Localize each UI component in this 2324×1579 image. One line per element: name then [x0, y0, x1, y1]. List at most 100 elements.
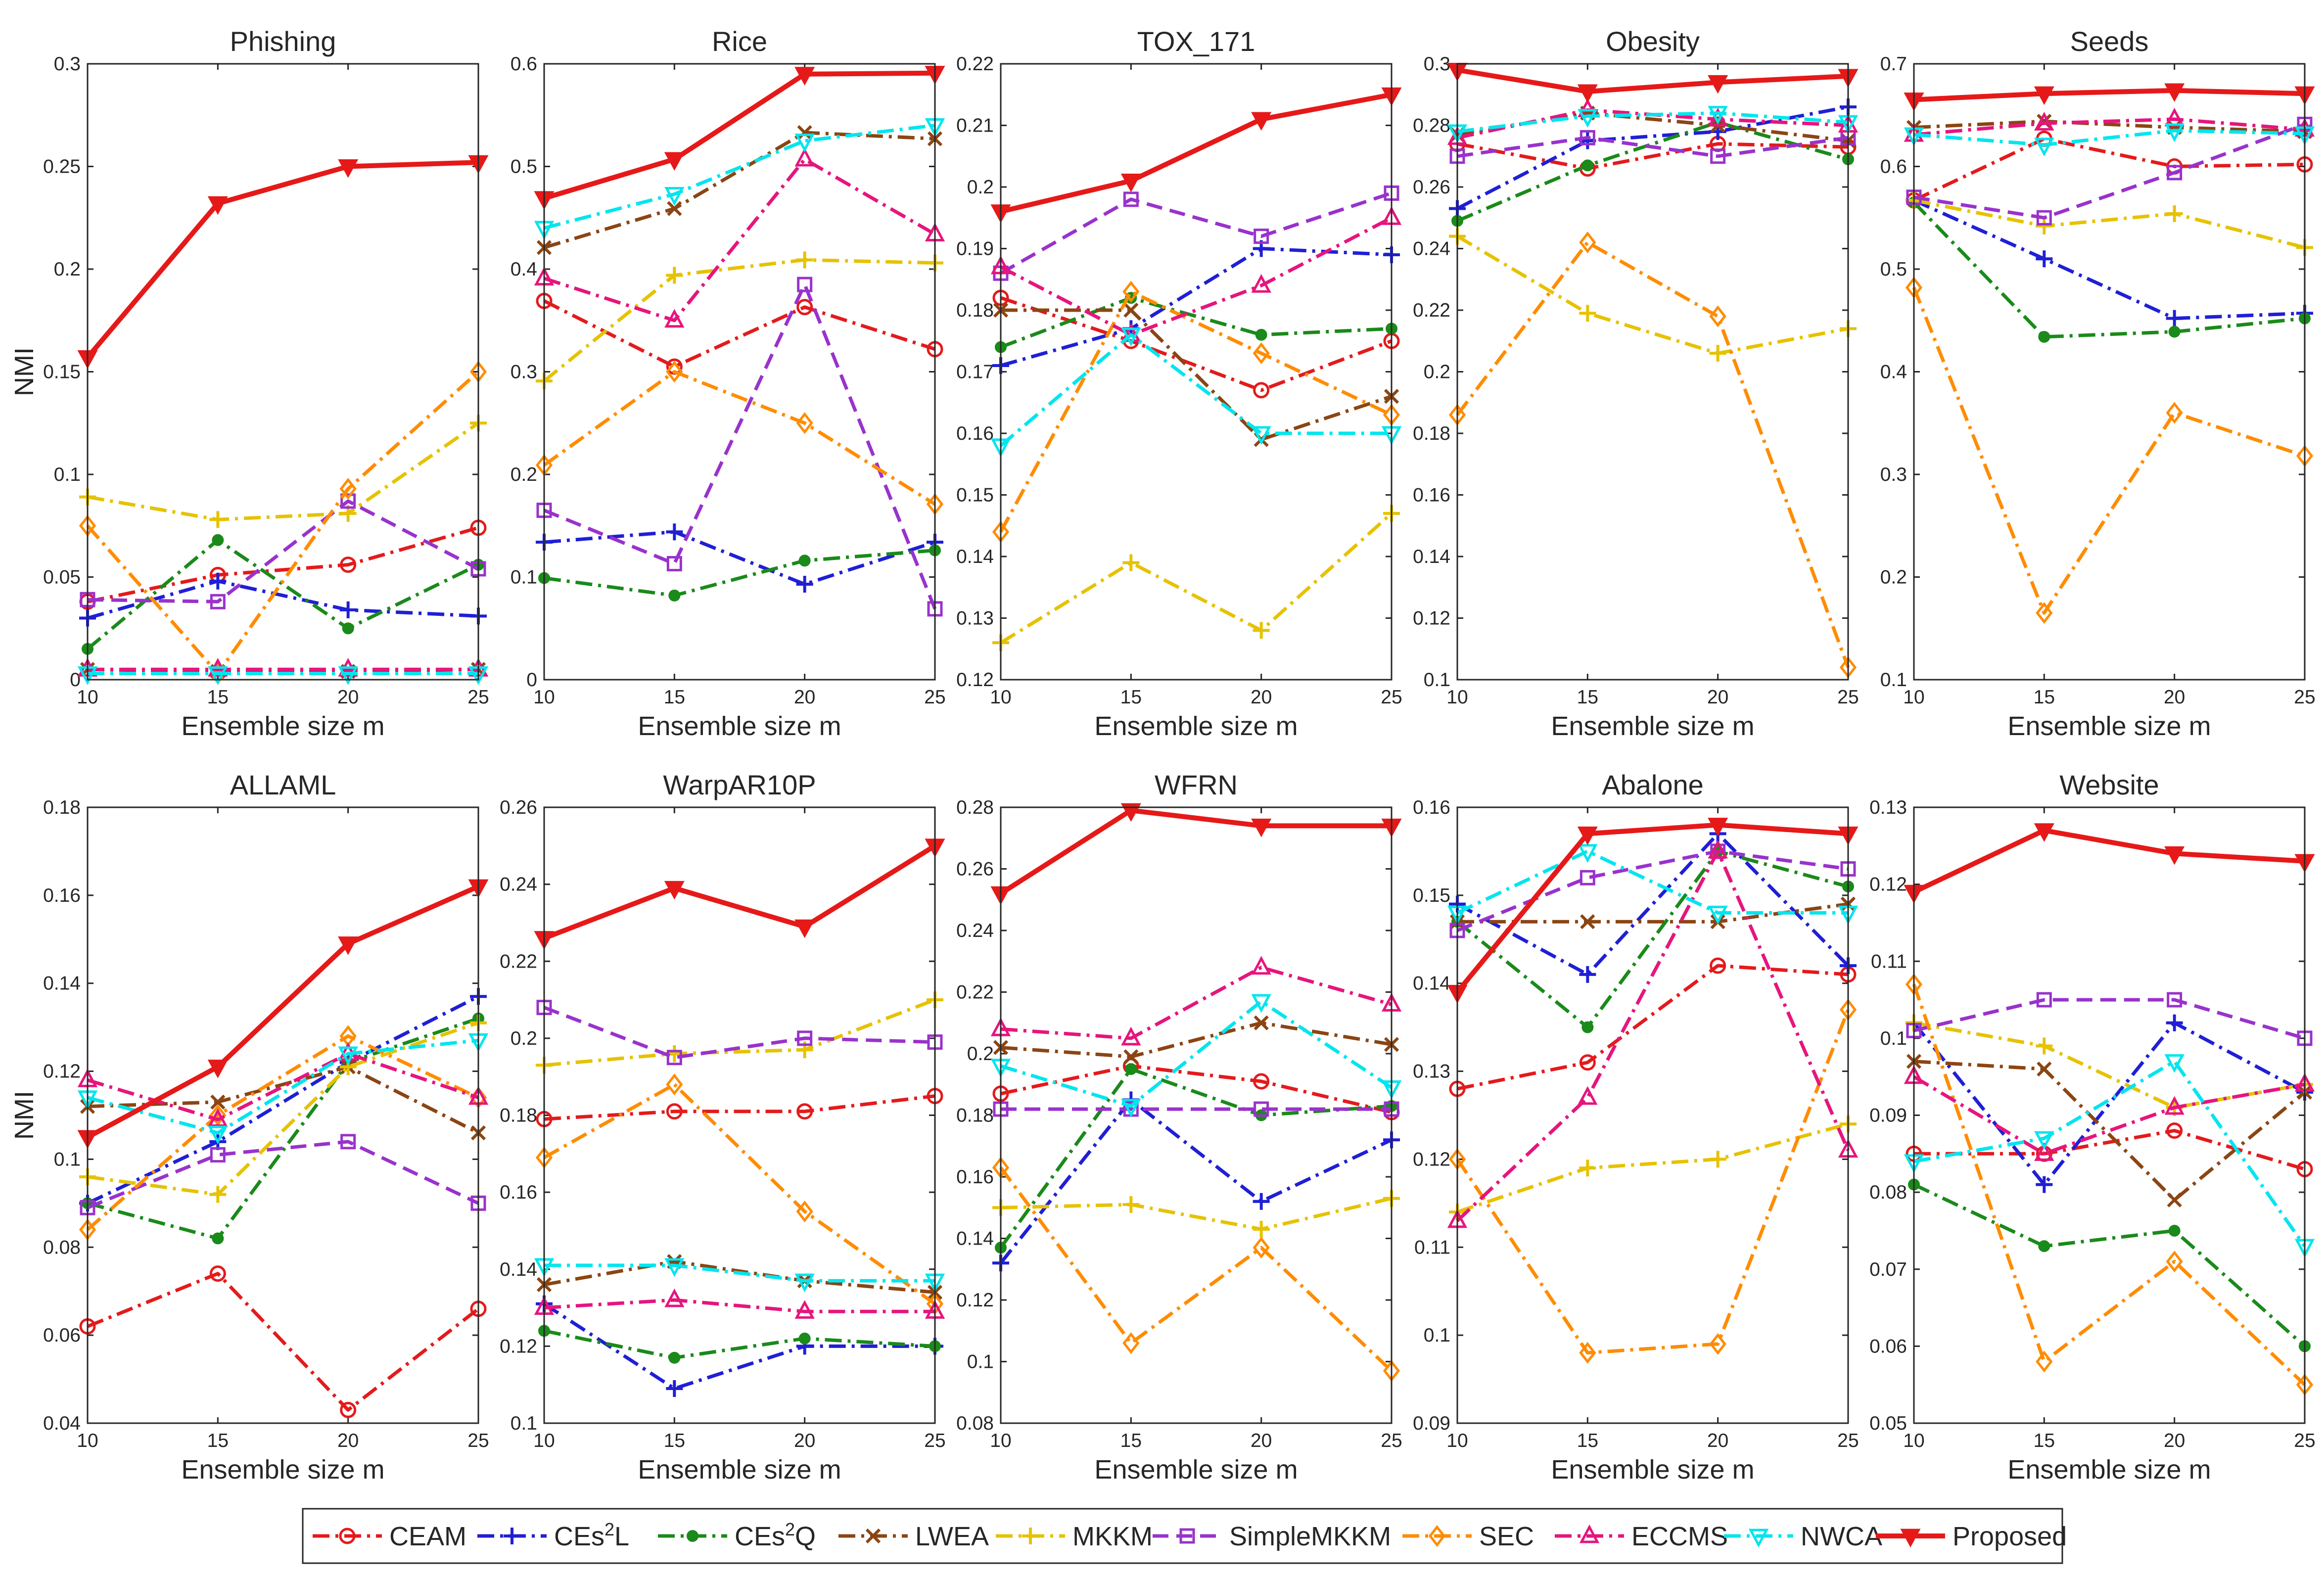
x-tick-label: 10: [1903, 1430, 1924, 1451]
y-tick-label: 0.14: [956, 1228, 994, 1250]
panel-title: Website: [2059, 769, 2159, 800]
data-point: [209, 511, 227, 528]
x-tick-label: 20: [1707, 1430, 1728, 1451]
series-line: [86, 884, 480, 1140]
data-point: [666, 1050, 682, 1066]
data-point: [209, 1186, 227, 1203]
data-point: [796, 299, 813, 316]
y-tick-label: 0.06: [43, 1325, 81, 1346]
series-line: [1457, 964, 1849, 1091]
x-tick-label: 15: [2034, 687, 2055, 708]
legend-entry-eccms: ECCMS: [1555, 1522, 1728, 1551]
y-tick-label: 0.11: [1414, 1237, 1450, 1258]
panel-title: Phishing: [230, 26, 336, 57]
legend-marker: [687, 1530, 698, 1542]
series-ces2q: [538, 1325, 941, 1364]
series-line: [86, 1034, 479, 1231]
series-line: [543, 1302, 935, 1391]
data-point: [796, 1200, 813, 1223]
data-point: [797, 1030, 813, 1046]
series-lwea: [1906, 1054, 2313, 1207]
series-line: [1000, 216, 1393, 337]
series-line: [1912, 828, 2305, 894]
data-point: [664, 187, 685, 206]
series-line: [1000, 296, 1392, 349]
series-line: [1912, 983, 2306, 1386]
plot-frame: [87, 63, 479, 681]
x-tick-label: 15: [207, 1430, 229, 1451]
series-line: [87, 499, 479, 604]
panel-tox-171: TOX_171 0.12 0.13 0.14 0.15 0.16 0.17 0.18 0.19 0…: [956, 26, 1402, 741]
legend-entry-sec: SEC: [1402, 1522, 1534, 1551]
data-point: [1708, 905, 1728, 925]
data-point: [1251, 994, 1271, 1013]
series-line: [1457, 67, 1849, 94]
data-point: [1254, 1101, 1269, 1117]
data-point: [794, 1273, 815, 1293]
data-point: [794, 67, 815, 86]
series-simplemkkm: [536, 277, 943, 617]
y-tick-label: 0.2: [1880, 567, 1907, 588]
data-point: [1251, 274, 1271, 293]
x-tick-label: 15: [664, 687, 685, 708]
data-point: [1579, 966, 1596, 983]
data-point: [664, 1258, 685, 1277]
plot-area: [544, 807, 935, 1423]
series-line: [1914, 1129, 2305, 1171]
data-point: [210, 594, 226, 609]
legend-marker: [504, 1528, 520, 1544]
y-tick-label: 0.13: [1869, 797, 1907, 818]
data-point: [1579, 1342, 1596, 1364]
plot-area: [1001, 807, 1392, 1423]
y-tick-label: 0.2: [511, 464, 537, 485]
data-point: [797, 125, 812, 140]
y-tick-label: 0.04: [43, 1413, 81, 1434]
legend-marker: [1428, 1525, 1446, 1547]
data-point: [2167, 1192, 2182, 1207]
data-point: [1255, 328, 1267, 341]
data-point: [2164, 1054, 2185, 1073]
y-tick-label: 0.26: [1413, 177, 1450, 198]
series-line: [543, 131, 935, 249]
series-line: [87, 421, 479, 521]
panel-title: TOX_171: [1137, 26, 1255, 57]
y-tick-label: 0.12: [1413, 608, 1450, 629]
x-axis-label: Ensemble size m: [1551, 1455, 1754, 1485]
data-point: [1577, 826, 1598, 845]
data-point: [796, 1103, 813, 1120]
series-line: [543, 70, 935, 201]
data-point: [2034, 1142, 2054, 1161]
data-point: [2036, 250, 2053, 268]
y-tick-label: 0.12: [956, 1290, 994, 1311]
series-line: [1913, 1060, 2306, 1248]
y-tick-label: 0.3: [1424, 53, 1450, 75]
x-axis-label: Ensemble size m: [1094, 711, 1298, 741]
x-tick-label: 20: [1707, 687, 1728, 708]
data-point: [2166, 1122, 2183, 1139]
legend-label: CEAM: [389, 1522, 466, 1551]
y-tick-label: 0: [70, 669, 81, 691]
series-line: [87, 1038, 479, 1135]
x-tick-label: 15: [664, 1430, 685, 1451]
y-tick-label: 0.14: [956, 546, 994, 567]
y-tick-label: 0.06: [1869, 1336, 1907, 1357]
series-proposed: [1904, 83, 2315, 111]
panel-warpar10p: WarpAR10P 0.1 0.12 0.14 0.16 0.18 0.2 0.22 0.24 0…: [500, 769, 946, 1485]
x-axis-label: Ensemble size m: [181, 1455, 384, 1485]
series-proposed: [77, 155, 489, 369]
y-tick-label: 0.7: [1880, 53, 1907, 75]
series-line: [544, 1259, 935, 1294]
legend-label: CEs2Q: [735, 1519, 816, 1551]
data-point: [2036, 1350, 2053, 1373]
data-point: [794, 147, 815, 167]
legend-entry-proposed: Proposed: [1876, 1522, 2067, 1551]
data-point: [1709, 1333, 1726, 1355]
series-line: [999, 290, 1393, 533]
data-point: [1708, 107, 1728, 127]
y-tick-label: 0.05: [1869, 1413, 1907, 1434]
data-point: [1251, 112, 1272, 131]
data-point: [1710, 148, 1726, 164]
series-line: [1001, 308, 1393, 441]
data-point: [339, 601, 357, 618]
data-point: [338, 936, 359, 955]
